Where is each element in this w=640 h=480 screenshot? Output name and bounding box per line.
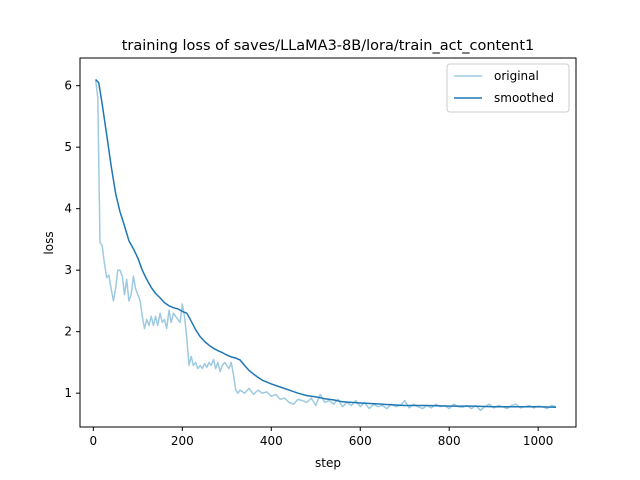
y-axis-label: loss	[42, 231, 56, 254]
chart-title: training loss of saves/LLaMA3-8B/lora/tr…	[122, 38, 535, 54]
axis-ticks: 0 200 400 600 800 1000 1 2 3 4 5 6	[64, 79, 553, 448]
y-tick-label: 6	[64, 79, 72, 93]
series-line-original	[94, 79, 557, 412]
y-tick-label: 3	[64, 263, 72, 277]
x-tick-label: 400	[260, 434, 283, 448]
y-tick-label: 1	[64, 386, 72, 400]
legend-label-original: original	[494, 69, 539, 83]
y-tick-label: 4	[64, 202, 72, 216]
x-axis-label: step	[315, 456, 341, 470]
x-tick-label: 0	[90, 434, 98, 448]
x-tick-label: 800	[438, 434, 461, 448]
x-tick-label: 600	[349, 434, 372, 448]
x-tick-label: 1000	[523, 434, 554, 448]
legend: original smoothed	[446, 63, 570, 113]
legend-label-smoothed: smoothed	[494, 91, 554, 105]
series-line-smoothed	[95, 78, 557, 409]
plot-area	[94, 78, 557, 412]
x-tick-label: 200	[171, 434, 194, 448]
plot-frame	[79, 57, 577, 428]
y-tick-label: 2	[64, 325, 72, 339]
y-tick-label: 5	[64, 140, 72, 154]
